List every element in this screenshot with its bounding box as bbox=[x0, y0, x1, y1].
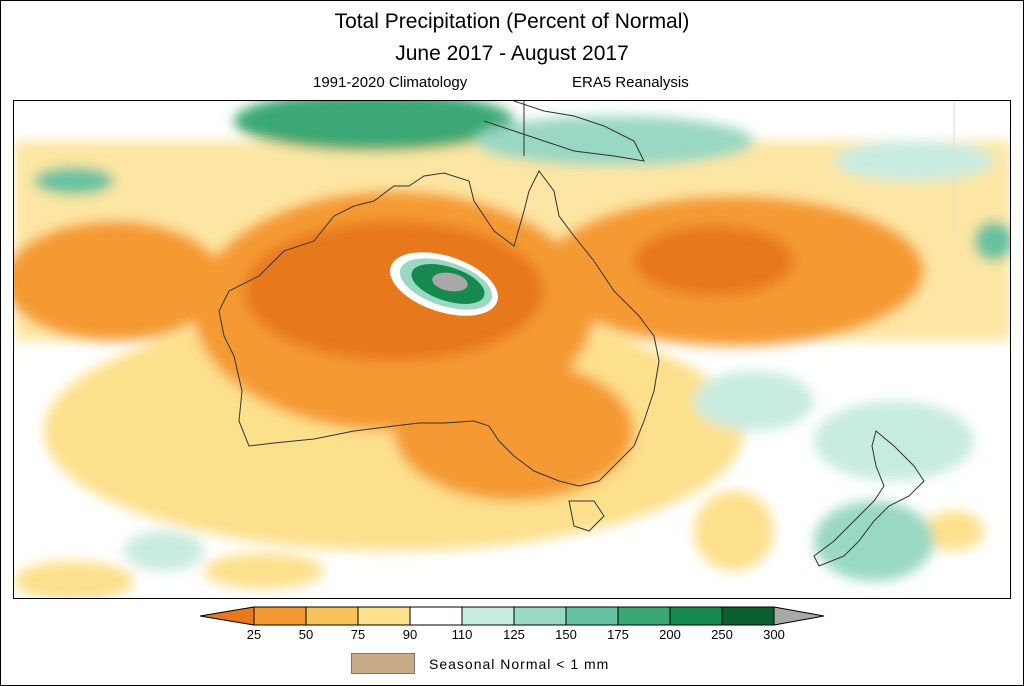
tasmania-coastline bbox=[568, 500, 605, 532]
seasonal-normal-label: Seasonal Normal < 1 mm bbox=[429, 656, 610, 672]
colorbar-seg-1 bbox=[253, 606, 307, 626]
map-period: June 2017 - August 2017 bbox=[395, 42, 629, 65]
precip-field bbox=[14, 101, 1010, 598]
colorbar-tick-6: 150 bbox=[555, 627, 577, 642]
colorbar-tick-5: 125 bbox=[503, 627, 525, 642]
colorbar-tick-3: 90 bbox=[402, 627, 418, 642]
colorbar-tick-7: 175 bbox=[607, 627, 629, 642]
colorbar-tick-8: 200 bbox=[659, 627, 681, 642]
colorbar-seg-4 bbox=[409, 606, 463, 626]
colorbar-seg-11 bbox=[773, 606, 825, 626]
colorbar bbox=[200, 606, 825, 626]
climatology-label: 1991-2020 Climatology bbox=[313, 74, 468, 91]
new-zealand-coastline bbox=[813, 430, 925, 567]
colorbar-tick-1: 50 bbox=[298, 627, 314, 642]
colorbar-seg-10 bbox=[721, 606, 775, 626]
dataset-label: ERA5 Reanalysis bbox=[572, 74, 689, 91]
australia-coastline bbox=[218, 170, 660, 487]
colorbar-tick-4: 110 bbox=[451, 627, 473, 642]
colorbar-seg-3 bbox=[357, 606, 411, 626]
map-title: Total Precipitation (Percent of Normal) bbox=[334, 10, 690, 33]
colorbar-tick-0: 25 bbox=[246, 627, 262, 642]
colorbar-seg-9 bbox=[669, 606, 723, 626]
colorbar-seg-7 bbox=[565, 606, 619, 626]
colorbar-seg-6 bbox=[513, 606, 567, 626]
new-guinea-coastline bbox=[483, 101, 645, 162]
colorbar-tick-10: 300 bbox=[763, 627, 785, 642]
wet-anomaly bbox=[390, 252, 498, 316]
colorbar-seg-2 bbox=[305, 606, 359, 626]
seasonal-normal-swatch bbox=[351, 653, 415, 674]
colorbar-seg-0 bbox=[200, 606, 255, 626]
colorbar-tick-9: 250 bbox=[711, 627, 733, 642]
precipitation-map bbox=[13, 100, 1011, 599]
colorbar-seg-8 bbox=[617, 606, 671, 626]
colorbar-tick-2: 75 bbox=[350, 627, 366, 642]
colorbar-seg-5 bbox=[461, 606, 515, 626]
